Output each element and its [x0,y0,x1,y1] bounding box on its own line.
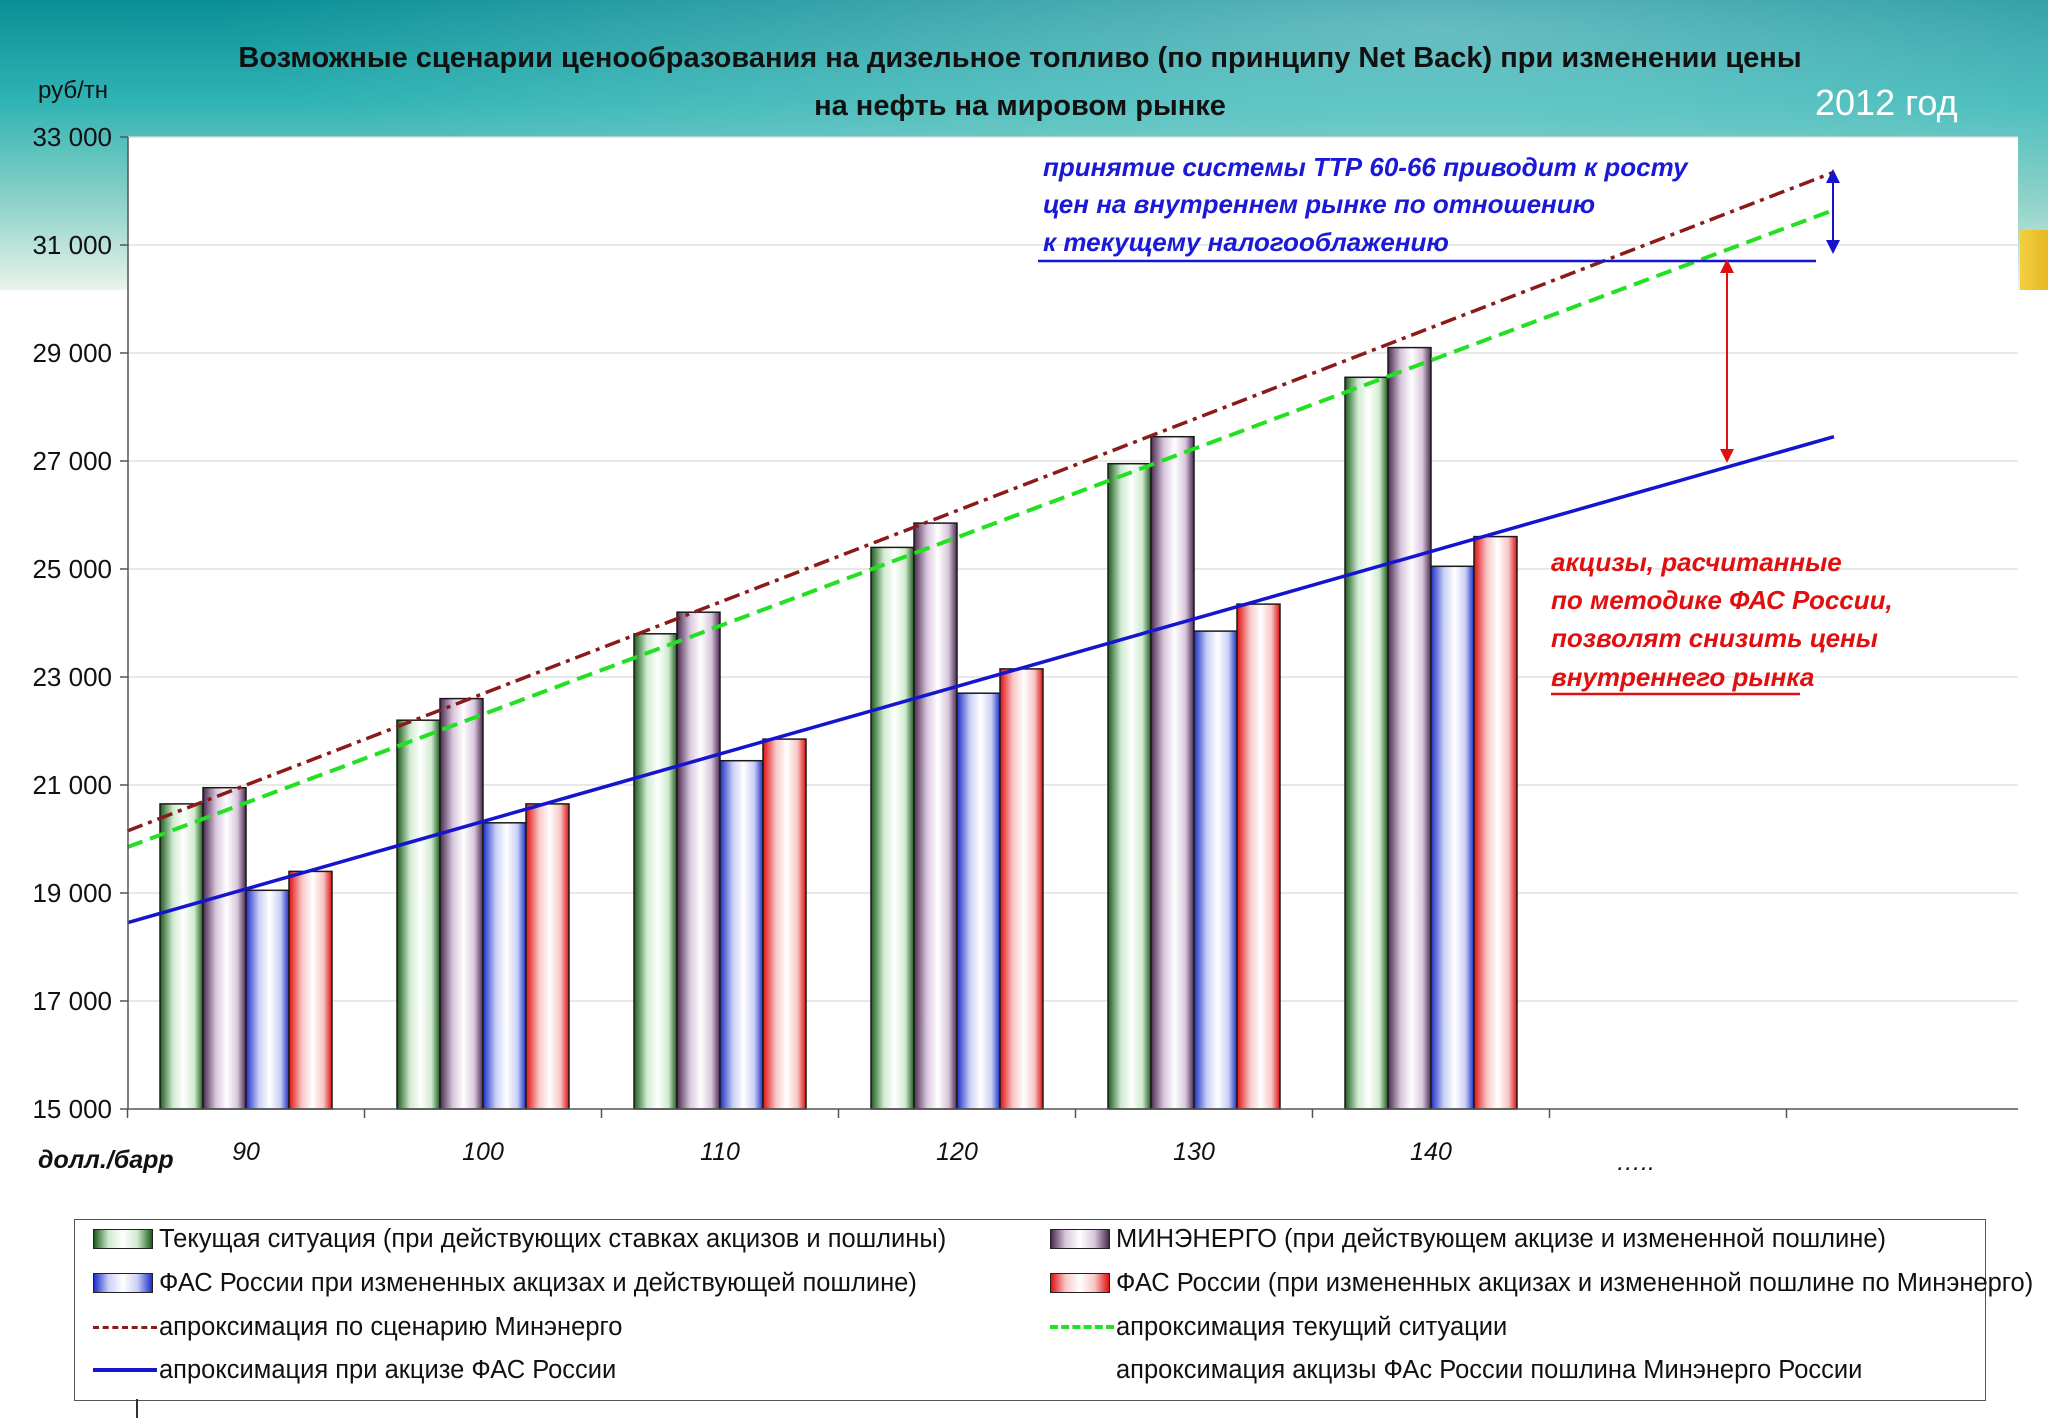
bar-minenergo [913,522,958,1110]
annotation-blue: принятие системы ТТР 60-66 приводит к ро… [1038,152,1840,263]
annotation-blue-line-2: цен на внутреннем рынке по отношению [1043,189,1595,219]
x-tick-label: 140 [1410,1138,1452,1166]
legend-label: ФАС России (при измененных акцизах и изм… [1116,1268,2034,1297]
y-tick-label: 15 000 [32,1094,112,1124]
legend-item-trend-fas: апроксимация при акцизе ФАС России [93,1353,616,1387]
annotation-red-line-3: позволят снизить цены [1551,623,1878,653]
x-axis-unit: долл./барр [38,1146,174,1174]
y-tick-label: 33 000 [32,122,112,152]
y-tick-label: 23 000 [32,662,112,692]
x-tick-label: 120 [936,1138,978,1166]
bar-fas-changed-duty [525,803,570,1110]
y-tick-label: 19 000 [32,878,112,908]
legend-swatch-darkred-dashdot-line [93,1325,157,1329]
annotation-red: акцизы, расчитанные по методике ФАС Росс… [1551,259,1893,696]
bar-current-situation [870,546,915,1110]
annotation-red-line-1: акцизы, расчитанные [1551,547,1842,577]
legend-item-fas-changed-duty: ФАС России (при измененных акцизах и изм… [1050,1266,2033,1300]
bar-fas-current-duty [719,759,764,1110]
legend-swatch-red-bar [1050,1273,1110,1293]
x-tick-label: 130 [1173,1138,1215,1166]
bar-group [159,346,1518,1110]
bar-fas-changed-duty [1473,535,1518,1110]
legend-label: апроксимация акцизы ФАс России пошлина М… [1116,1355,1863,1384]
trendline-current [126,208,1835,849]
legend-item-minenergo: МИНЭНЕРГО (при действующем акцизе и изме… [1050,1222,1886,1256]
legend-label: ФАС России при измененных акцизах и дейс… [159,1268,917,1297]
bar-current-situation [396,719,441,1110]
y-tick-label: 31 000 [32,230,112,260]
gold-accent-bar [2020,230,2048,290]
x-extra-category: ….. [1616,1148,1655,1176]
bar-minenergo [1150,435,1195,1110]
legend-item-fas-minenergo-trend: апроксимация акцизы ФАс России пошлина М… [1050,1353,1862,1387]
legend-label: апроксимация при акцизе ФАС России [159,1355,617,1384]
bar-fas-changed-duty [288,870,333,1110]
y-tick-label: 27 000 [32,446,112,476]
y-tick-label: 25 000 [32,554,112,584]
bar-fas-current-duty [245,889,290,1110]
x-tick-labels: 90 100 110 120 130 140 [126,1109,1788,1166]
x-tick-label: 110 [700,1138,740,1166]
bar-fas-current-duty [956,692,1001,1110]
y-axis-unit: руб/тн [38,77,108,104]
trendline-fas [127,435,1835,925]
y-tick-label: 29 000 [32,338,112,368]
x-tick-label: 100 [462,1138,504,1166]
y-tick-label: 17 000 [32,986,112,1016]
annotation-red-line-4: внутреннего рынка [1551,662,1814,692]
bar-minenergo [1387,346,1432,1110]
legend-swatch-blue-solid-line [93,1368,157,1372]
legend-swatch-green-bar [93,1229,153,1249]
bar-fas-changed-duty [1236,603,1281,1110]
legend-label: апроксимация текущий ситуации [1116,1312,1508,1341]
bar-minenergo [676,611,721,1110]
legend-label: Текущая ситуация (при действующих ставка… [159,1224,947,1253]
legend-swatch-blue-bar [93,1273,153,1293]
y-tick-label: 21 000 [32,770,112,800]
legend-label: МИНЭНЕРГО (при действующем акцизе и изме… [1116,1224,1887,1253]
bar-current-situation [159,803,204,1110]
bar-minenergo [202,786,247,1110]
x-tick-label: 90 [232,1138,260,1166]
legend-swatch-purple-bar [1050,1229,1110,1249]
bar-minenergo [439,697,484,1110]
axes [127,137,2018,1110]
legend: Текущая ситуация (при действующих ставка… [74,1219,2033,1401]
legend-item-current-situation: Текущая ситуация (при действующих ставка… [93,1222,946,1256]
slide-edge-tick [136,1399,138,1418]
y-tick-labels: 15 000 17 000 19 000 21 000 23 000 25 000 27 0… [32,122,128,1124]
bar-current-situation [633,633,678,1110]
bar-fas-current-duty [482,822,527,1110]
legend-item-trend-current: апроксимация текущий ситуации [1050,1310,1507,1344]
legend-label: апроксимация по сценарию Минэнерго [159,1312,623,1341]
bar-fas-changed-duty [762,738,807,1110]
legend-swatch-green-dashed-line [1050,1325,1114,1329]
annotation-red-line-2: по методике ФАС России, [1551,585,1893,615]
annotation-blue-line-3: к текущему налогооблажению [1043,227,1449,257]
year-label: 2012 год [1815,82,1958,123]
trendline-group [126,170,1835,925]
legend-item-trend-minenergo: апроксимация по сценарию Минэнерго [93,1310,622,1344]
bar-fas-current-duty [1193,630,1238,1110]
bar-fas-changed-duty [999,668,1044,1110]
bar-current-situation [1344,376,1389,1110]
legend-item-fas-current-duty: ФАС России при измененных акцизах и дейс… [93,1266,917,1300]
annotation-blue-line-1: принятие системы ТТР 60-66 приводит к ро… [1043,152,1689,182]
page-title: Возможные сценарии ценообразования на ди… [238,42,1802,122]
bar-fas-current-duty [1430,565,1475,1110]
bar-current-situation [1107,462,1152,1110]
